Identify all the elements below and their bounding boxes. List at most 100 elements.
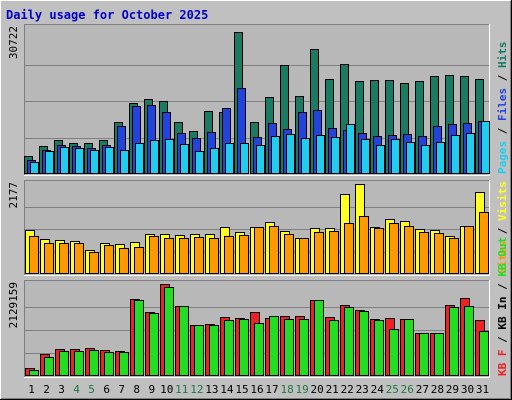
panel-visits-sites: 2177 Sites / Visits [7, 180, 509, 276]
bar-sites-day-9 [149, 236, 159, 274]
legend-separator: / [496, 221, 509, 241]
bar-sites-day-26 [404, 226, 414, 274]
day-label: 22 [341, 383, 354, 396]
legend-separator: / [496, 121, 509, 141]
bar-sites-day-31 [479, 212, 489, 274]
legend-entry: Visits [496, 181, 509, 221]
day-label: 7 [118, 383, 125, 396]
bar-pages-day-20 [316, 135, 325, 174]
bar-sites-day-28 [434, 233, 444, 274]
legend-entry: KB In [496, 297, 509, 330]
day-label: 15 [235, 383, 248, 396]
panel-kb-f-in-out: 2129159 KB F / KB In / KB Out [7, 237, 509, 378]
bar-kb-out-day-20 [314, 300, 324, 376]
day-label: 9 [148, 383, 155, 396]
day-label: 21 [326, 383, 339, 396]
bar-kb-out-day-30 [464, 306, 474, 376]
bar-kb-out-day-16 [254, 323, 264, 376]
bar-sites-day-4 [74, 243, 84, 274]
bar-pages-day-2 [45, 151, 54, 174]
bar-kb-out-day-1 [29, 370, 39, 376]
bar-pages-day-4 [75, 148, 84, 174]
legend-entry: Files [496, 88, 509, 121]
bar-pages-day-23 [361, 139, 370, 174]
bar-pages-day-9 [150, 140, 159, 174]
bar-pages-day-24 [376, 145, 385, 174]
day-label: 1 [28, 383, 35, 396]
bar-sites-day-11 [179, 238, 189, 274]
bar-sites-day-27 [419, 232, 429, 274]
bar-sites-day-2 [44, 243, 54, 274]
day-label: 13 [205, 383, 218, 396]
day-label: 10 [160, 383, 173, 396]
day-label: 17 [265, 383, 278, 396]
bar-kb-out-day-22 [344, 307, 354, 376]
day-label: 19 [295, 383, 308, 396]
bar-sites-day-8 [134, 247, 144, 274]
bar-pages-day-12 [195, 151, 204, 174]
bar-kb-out-day-8 [134, 300, 144, 376]
bar-kb-out-day-28 [434, 333, 444, 376]
bar-kb-out-day-26 [404, 319, 414, 376]
bar-pages-day-16 [256, 145, 265, 174]
bar-kb-out-day-7 [119, 352, 129, 376]
day-label: 28 [431, 383, 444, 396]
bar-kb-out-day-10 [164, 287, 174, 376]
bar-kb-out-day-21 [329, 320, 339, 376]
bar-pages-day-29 [451, 135, 460, 174]
bar-kb-out-day-12 [194, 325, 204, 376]
day-label: 20 [310, 383, 323, 396]
day-label: 29 [446, 383, 459, 396]
legend-separator: / [496, 68, 509, 88]
bar-sites-day-22 [344, 223, 354, 274]
bar-pages-day-19 [301, 138, 310, 174]
legend-entry: KB Out [496, 237, 509, 277]
day-label: 16 [250, 383, 263, 396]
bar-sites-day-5 [89, 252, 99, 274]
bar-pages-day-14 [225, 143, 234, 174]
day-label: 14 [220, 383, 234, 396]
bar-sites-day-19 [299, 238, 309, 274]
legend-entry: Hits [496, 42, 509, 69]
day-axis: 1 2 3 4 5 6 7 8 9 10 11 12 13 14 15 16 17 18 19 20 21 22 23 24 2… [28, 383, 489, 396]
bar-kb-out-day-3 [59, 351, 69, 376]
bar-sites-day-13 [209, 238, 219, 274]
bar-kb-out-day-15 [239, 319, 249, 376]
day-label: 11 [175, 383, 188, 396]
bar-sites-day-16 [254, 227, 264, 274]
bar-kb-out-day-17 [269, 316, 279, 376]
day-label: 24 [371, 383, 385, 396]
day-label: 26 [401, 383, 414, 396]
bar-kb-out-day-29 [449, 307, 459, 376]
bar-pages-day-5 [90, 150, 99, 174]
bar-pages-day-18 [286, 134, 295, 174]
bar-pages-day-25 [391, 139, 400, 174]
day-label: 4 [73, 383, 80, 396]
bar-pages-day-26 [406, 142, 415, 174]
bar-sites-day-12 [194, 237, 204, 274]
legend-entry: KB F [496, 350, 509, 377]
bar-pages-day-31 [481, 121, 490, 174]
bar-kb-out-day-6 [104, 352, 114, 376]
panel-pages-files-hits: 30722 Pages / Files / Hits [7, 24, 509, 176]
bar-pages-day-6 [105, 147, 114, 174]
bar-kb-out-day-19 [299, 319, 309, 376]
day-label: 8 [133, 383, 140, 396]
bar-kb-out-day-23 [359, 311, 369, 376]
bar-kb-out-day-9 [149, 313, 159, 376]
bar-pages-day-22 [346, 124, 355, 174]
chart-panels: 30722 Pages / Files / Hits 2177 Sites / Vis… [7, 24, 509, 378]
bar-kb-out-day-24 [374, 320, 384, 376]
day-label: 23 [356, 383, 369, 396]
bar-pages-day-3 [60, 147, 69, 174]
bar-pages-day-7 [120, 150, 129, 174]
bar-pages-day-13 [210, 148, 219, 174]
bar-kb-out-day-11 [179, 306, 189, 376]
bar-pages-day-27 [421, 145, 430, 174]
bar-kb-out-day-18 [284, 319, 294, 376]
day-label: 3 [58, 383, 65, 396]
legend-entry: Sites [496, 241, 509, 274]
panel-legend: KB F / KB In / KB Out [496, 237, 509, 376]
bar-pages-day-8 [135, 143, 144, 174]
